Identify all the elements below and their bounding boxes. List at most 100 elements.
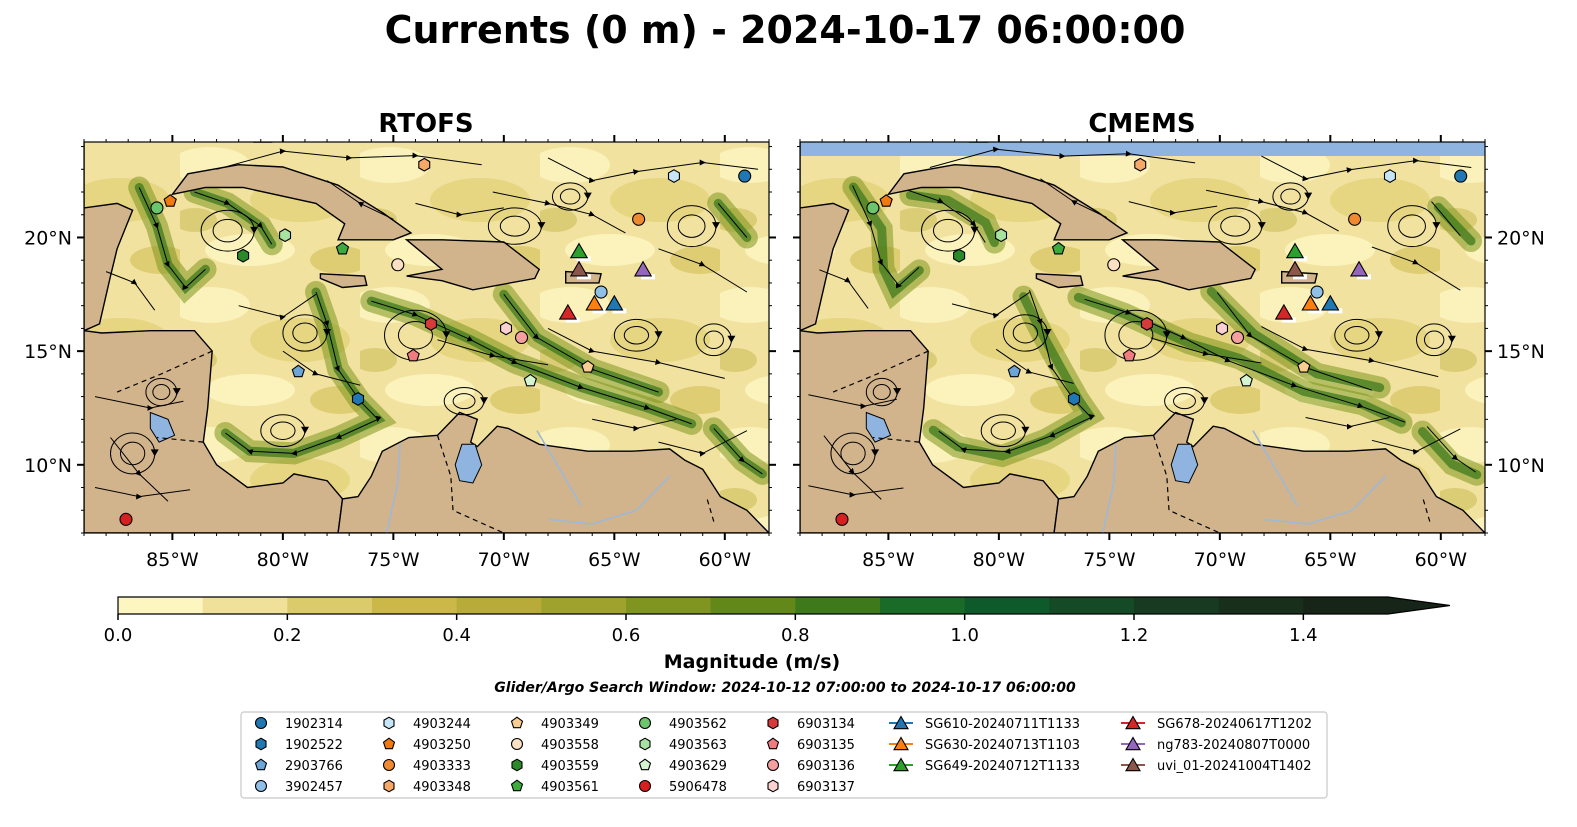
streamline-arrow xyxy=(250,226,259,234)
streamline-arrow xyxy=(970,226,979,234)
legend-marker-4903561 xyxy=(510,779,524,792)
legend: 1902314 1902522 2903766 3902457 4903244 49032… xyxy=(240,711,1328,799)
argo-float-4903561 xyxy=(335,241,350,255)
colorbar-extend-arrow xyxy=(1388,597,1450,614)
argo-float-4903250 xyxy=(879,194,893,207)
legend-marker-SG649-20240712T1133 xyxy=(893,757,909,772)
eddy-streamline-inner xyxy=(1280,188,1301,205)
glider-track xyxy=(641,274,656,280)
eddy-streamline-inner xyxy=(1118,320,1154,350)
argo-float-4903244 xyxy=(667,169,680,184)
legend-label: SG678-20240617T1202 xyxy=(1157,717,1312,732)
streamline-arrow xyxy=(1432,222,1441,230)
legend-marker-4903244 xyxy=(383,716,395,730)
legend-label: 4903348 xyxy=(413,780,471,795)
streamline xyxy=(238,293,317,321)
lake-maracaibo xyxy=(1170,443,1199,484)
colorbar: 0.0 0.2 0.4 0.6 0.8 1.0 1.2 1.4 xyxy=(104,596,1451,646)
map-panel-rtofs: 85°W 80°W 75°W 70°W 65°W 60°W 10°N 15°N 20°N xyxy=(24,135,776,571)
streamline-arrow xyxy=(301,426,309,434)
current-jet-core xyxy=(1418,427,1482,480)
argo-float-6903137 xyxy=(500,321,513,336)
streamline xyxy=(94,487,191,500)
axis-ticks: 85°W 80°W 75°W 70°W 65°W 60°W 10°N 15°N 20°N xyxy=(793,135,1545,571)
legend-label: 6903137 xyxy=(797,780,855,795)
river xyxy=(536,430,582,507)
colorbar-tick-label: 0.2 xyxy=(273,625,302,646)
x-tick-label: 75°W xyxy=(1083,549,1136,571)
colorbar-label: Magnitude (m/s) xyxy=(664,651,841,673)
river xyxy=(1252,430,1298,507)
eddy-streamline-inner xyxy=(1344,325,1370,345)
legend-label: uvi_01-20241004T1402 xyxy=(1157,759,1311,774)
x-tick-label: 80°W xyxy=(257,549,310,571)
land-cuba xyxy=(886,163,1129,241)
streamline-arrow xyxy=(1162,331,1171,339)
streamline-arrow xyxy=(323,329,332,336)
colorbar-segment xyxy=(118,597,204,614)
streamline xyxy=(1371,246,1461,291)
eddy-streamline-inner xyxy=(292,322,318,344)
colorbar-segment xyxy=(880,597,966,614)
streamline-arrow xyxy=(1447,335,1456,343)
argo-float-2903766 xyxy=(1007,364,1021,378)
legend-label: SG649-20240712T1133 xyxy=(925,759,1080,774)
eddy-streamline-inner xyxy=(212,218,243,243)
glider-SG610-20240711T1133 xyxy=(1321,294,1340,311)
x-tick-label: 85°W xyxy=(146,549,199,571)
legend-label: 4903561 xyxy=(541,780,599,795)
glider-track xyxy=(1357,274,1372,280)
streamline xyxy=(138,187,206,291)
streamline-arrow xyxy=(583,192,592,200)
x-tick-label: 75°W xyxy=(367,549,420,571)
legend-label: 1902314 xyxy=(285,717,343,732)
streamline xyxy=(371,300,692,425)
streamline xyxy=(852,185,920,289)
legend-marker-SG630-20240713T1103 xyxy=(893,736,909,751)
colorbar-segment xyxy=(372,597,458,614)
argo-float-4903333 xyxy=(632,212,646,226)
streamline-arrow xyxy=(1257,222,1266,230)
glider-track xyxy=(1308,308,1323,314)
legend-marker-4903250 xyxy=(382,737,396,750)
x-tick-label: 85°W xyxy=(862,549,915,571)
map-frame xyxy=(799,141,1486,534)
lake-maracaibo xyxy=(454,443,483,484)
argo-float-6903136 xyxy=(1230,330,1245,345)
colorbar-segment xyxy=(626,597,712,614)
argo-float-6903135 xyxy=(1122,348,1136,362)
argo-float-4903348 xyxy=(418,157,431,172)
legend-label: 4903559 xyxy=(541,759,599,774)
argo-float-1902522 xyxy=(1067,391,1081,406)
colorbar-segment xyxy=(1049,597,1135,614)
colorbar-tick-label: 0.4 xyxy=(442,625,471,646)
eddy-streamline-inner xyxy=(1173,393,1196,410)
colorbar-outline xyxy=(117,596,1451,615)
argo-float-4903558 xyxy=(391,258,405,272)
legend-marker-6903136 xyxy=(766,758,780,772)
glider-SG610-20240711T1133 xyxy=(605,294,624,311)
argo-float-1902522 xyxy=(351,391,365,406)
legend-label: SG610-20240711T1133 xyxy=(925,717,1080,732)
y-tick-label: 10°N xyxy=(1497,455,1545,477)
land-hispaniola xyxy=(1120,239,1257,291)
colorbar-segment xyxy=(710,597,796,614)
legend-marker-4903559 xyxy=(511,758,523,772)
argo-float-4903561 xyxy=(1051,241,1066,255)
streamline xyxy=(995,348,1074,384)
streamline xyxy=(808,485,904,498)
streamline xyxy=(713,428,763,475)
eddy-streamline-inner xyxy=(623,325,650,345)
glider-uvi_01-20241004T1402 xyxy=(1285,260,1305,277)
argo-float-4903562 xyxy=(150,201,164,215)
streamline xyxy=(1040,178,1107,218)
argo-float-1902314 xyxy=(738,169,752,183)
figure-title: Currents (0 m) - 2024-10-17 06:00:00 xyxy=(385,8,1186,52)
legend-marker-4903348 xyxy=(383,779,395,793)
land-florida xyxy=(969,142,989,143)
land-jamaica xyxy=(1035,273,1084,289)
argo-float-4903562 xyxy=(866,201,880,215)
glider-SG630-20240713T1103 xyxy=(1301,294,1320,311)
eddy-streamline-inner xyxy=(1220,215,1251,237)
legend-marker-SG610-20240711T1133 xyxy=(893,715,909,730)
